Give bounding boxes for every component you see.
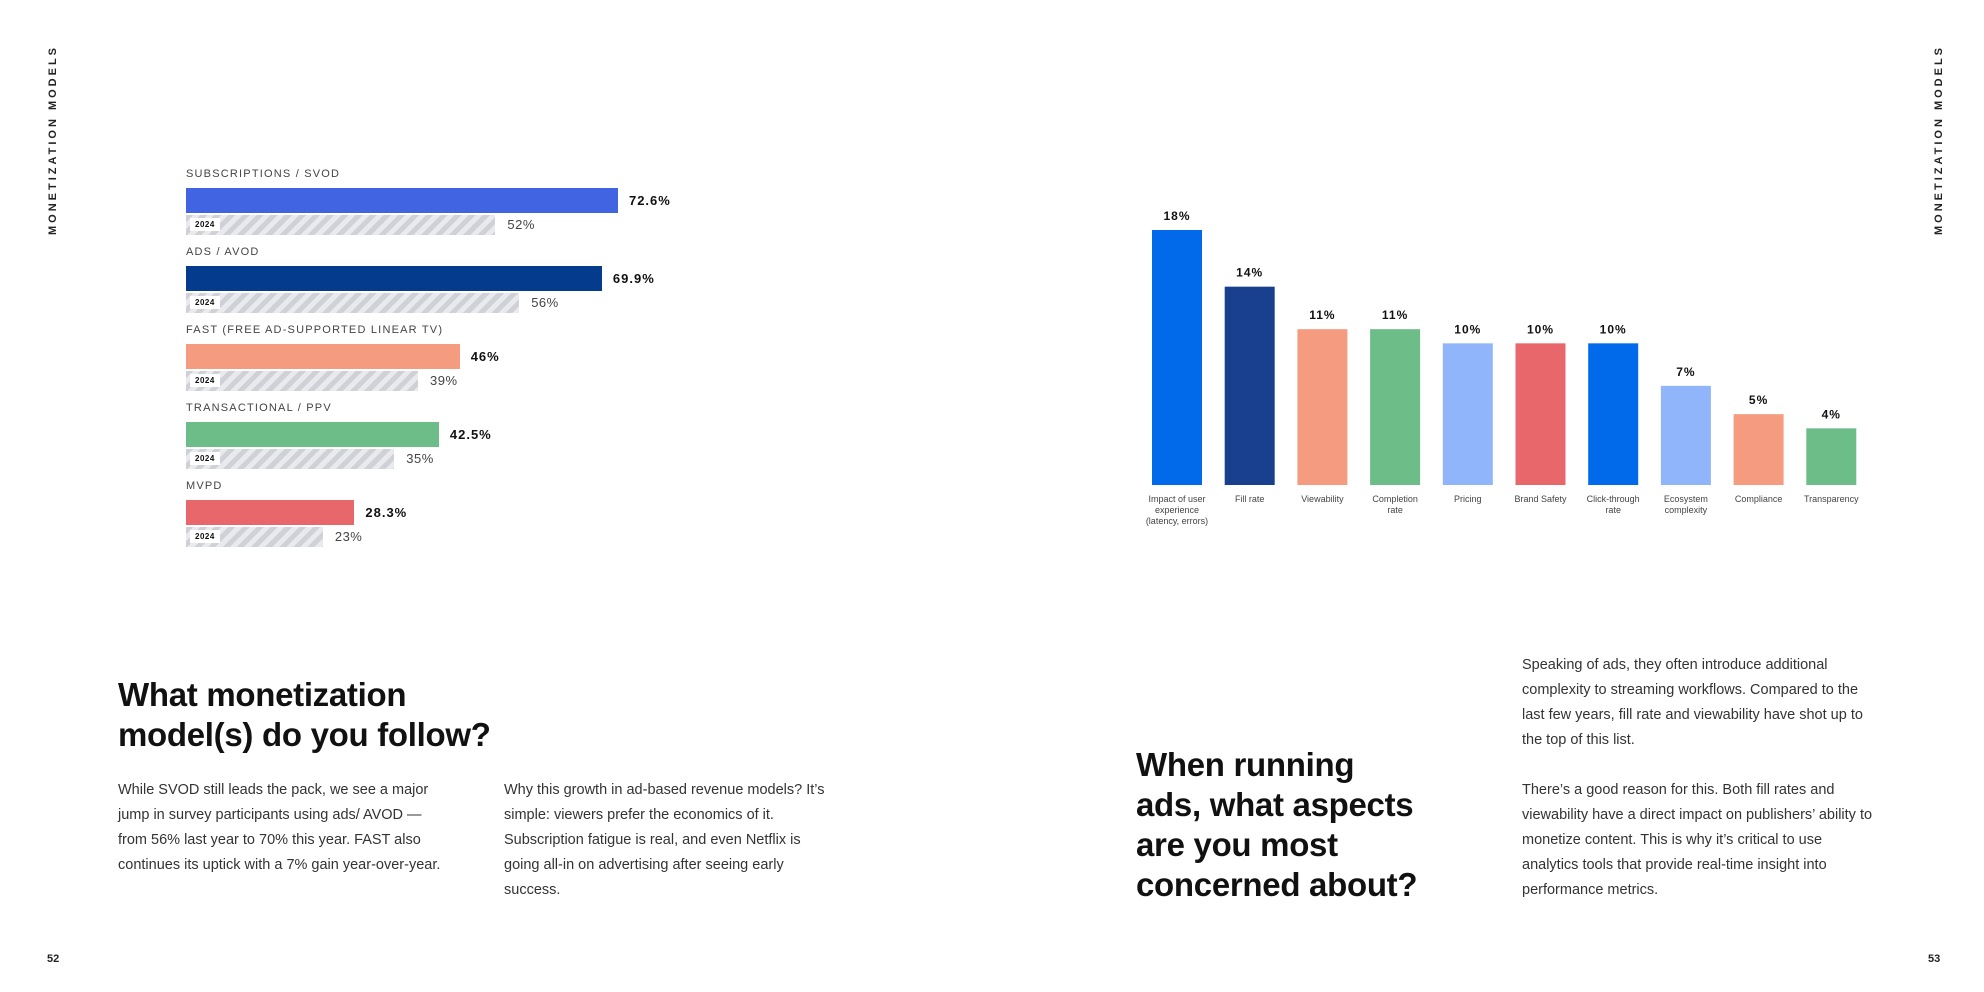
bar-value-label: 11% — [1382, 308, 1408, 322]
bar — [1733, 414, 1784, 485]
page-number-left: 52 — [47, 953, 60, 965]
bar — [1806, 428, 1857, 485]
bar-value-label: 5% — [1749, 393, 1768, 407]
category-label: TRANSACTIONAL / PPV — [186, 402, 332, 414]
previous-value-label: 39% — [430, 373, 458, 388]
left-heading: What monetization model(s) do you follow… — [118, 675, 678, 755]
category-label: FAST (FREE AD-SUPPORTED LINEAR TV) — [186, 324, 444, 336]
category-label: ADS / AVOD — [186, 246, 260, 258]
previous-value-label: 56% — [531, 295, 559, 310]
bar-value-label: 4% — [1822, 407, 1841, 421]
bar-current — [186, 500, 355, 525]
category-label: Completion rate — [1372, 494, 1418, 515]
category-label: Ecosystem complexity — [1664, 494, 1708, 515]
year-tag: 2024 — [190, 296, 220, 309]
category-label: Impact of user experience (latency, errors… — [1146, 494, 1208, 526]
left-paragraph-1: While SVOD still leads the pack, we see … — [118, 782, 441, 873]
ad-concerns-chart: 18% Impact of user experience (latency, err… — [1146, 209, 1859, 526]
year-tag: 2024 — [190, 218, 220, 231]
bar-current — [186, 422, 439, 447]
year-tag: 2024 — [190, 374, 220, 387]
section-label-right: MONETIZATION MODELS — [1933, 44, 1945, 235]
bar-current — [186, 344, 460, 369]
category-label: Brand Safety — [1514, 494, 1567, 504]
category-label: MVPD — [186, 480, 223, 492]
bar — [1224, 286, 1275, 485]
right-heading-line-2: ads, what aspects — [1136, 786, 1414, 823]
bar — [1660, 385, 1711, 485]
bar-value-label: 10% — [1600, 322, 1627, 336]
bar — [1297, 329, 1348, 485]
year-tag: 2024 — [190, 530, 220, 543]
bar — [1370, 329, 1421, 485]
bar-value-label: 72.6% — [628, 193, 671, 208]
right-heading-line-1: When running — [1136, 746, 1355, 783]
category-label: Pricing — [1454, 494, 1482, 504]
right-heading-line-4: concerned about? — [1136, 866, 1418, 903]
category-label: Transparency — [1804, 494, 1859, 504]
year-tag: 2024 — [190, 452, 220, 465]
bar — [1152, 230, 1202, 485]
left-heading-line-2: model(s) do you follow? — [118, 716, 491, 753]
bar-value-label: 10% — [1454, 322, 1481, 336]
right-paragraph-2: There’s a good reason for this. Both fil… — [1522, 782, 1873, 898]
bar-previous-year: 2024 — [186, 293, 520, 313]
previous-value-label: 35% — [406, 451, 434, 466]
bar-value-label: 46% — [470, 349, 500, 364]
bar-value-label: 14% — [1236, 266, 1263, 280]
category-label: Click-through rate — [1587, 494, 1640, 515]
category-label: Viewability — [1301, 494, 1344, 504]
page-number-right: 53 — [1928, 953, 1941, 965]
left-paragraph-2: Why this growth in ad-based revenue mode… — [504, 782, 825, 898]
right-heading: When running ads, what aspects are you m… — [1136, 745, 1456, 905]
category-label: Compliance — [1735, 494, 1783, 504]
left-heading-line-1: What monetization — [118, 676, 407, 713]
bar-current — [186, 266, 602, 291]
bar-previous-year: 2024 — [186, 215, 496, 235]
category-label: SUBSCRIPTIONS / SVOD — [186, 168, 341, 180]
bar — [1442, 343, 1493, 485]
bar-value-label: 28.3% — [365, 505, 408, 520]
monetization-models-chart: SUBSCRIPTIONS / SVOD 72.6% 2024 52% ADS / AV… — [0, 0, 992, 560]
category-label: Fill rate — [1235, 494, 1265, 504]
right-paragraph-1: Speaking of ads, they often introduce ad… — [1522, 657, 1863, 748]
previous-value-label: 23% — [334, 529, 363, 544]
bar — [1515, 343, 1566, 485]
bar-value-label: 7% — [1676, 365, 1695, 379]
right-heading-line-3: are you most — [1136, 826, 1338, 863]
bar-value-label: 69.9% — [612, 271, 655, 286]
bar-previous-year: 2024 — [186, 527, 323, 547]
bar-current — [186, 188, 618, 213]
bar — [1588, 343, 1639, 485]
bar-previous-year: 2024 — [186, 449, 395, 469]
previous-value-label: 52% — [507, 217, 535, 232]
bar-previous-year: 2024 — [186, 371, 419, 391]
bar-value-label: 18% — [1163, 209, 1190, 223]
bar-value-label: 11% — [1309, 308, 1335, 322]
bar-value-label: 10% — [1527, 322, 1554, 336]
bar-value-label: 42.5% — [449, 427, 492, 442]
